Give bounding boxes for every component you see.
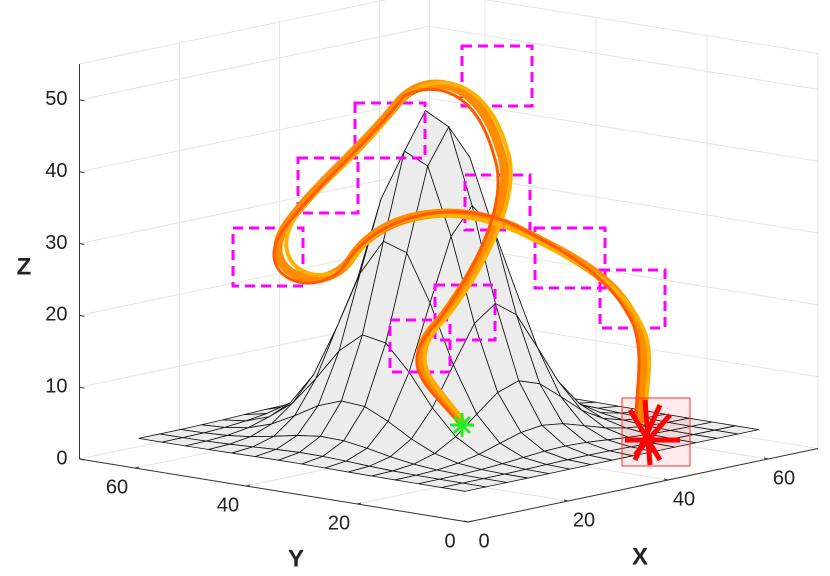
x-axis [467,448,819,523]
waypoint-box [353,101,427,160]
trajectory [272,87,641,424]
z-tick [79,314,85,317]
grid-line [429,25,819,90]
wall-edge [79,0,387,65]
x-tick-label: 40 [673,488,695,510]
x-tick-label: 0 [478,530,489,552]
y-tick-label: 0 [444,530,455,552]
y-tick-label: 40 [217,494,239,516]
z-tick-label: 10 [45,375,67,397]
grid-line [79,169,430,245]
waypoint-box [460,44,534,108]
z-tick-label: 0 [56,447,67,469]
z-tick-label: 50 [45,88,67,110]
y-axis [79,458,469,523]
grid-line [429,169,819,234]
waypoint-box [231,226,305,288]
waypoint-box [433,283,497,342]
waypoint-box [598,268,667,330]
x-axis-label: X [632,543,648,570]
wall-edge [484,0,819,54]
x-tick-label: 20 [573,509,595,531]
x-tick-label: 60 [773,467,795,489]
mesh-cell [441,482,487,492]
start-marker [450,413,474,437]
grid-line [79,25,430,101]
z-tick-label: 30 [45,232,67,254]
y-tick-label: 20 [328,512,350,534]
z-tick-label: 20 [45,304,67,326]
z-tick-label: 40 [45,160,67,182]
z-tick [79,99,85,102]
y-tick-label: 60 [106,476,128,498]
z-tick [79,243,85,246]
y-axis-label: Y [288,545,304,572]
grid-line [79,97,430,173]
z-axis-label: Z [17,253,32,280]
z-tick [79,386,85,389]
grid-line [429,97,819,162]
waypoint-box [533,226,607,290]
waypoint-box [388,318,452,374]
waypoint-box [296,156,360,215]
target-cluster [625,399,680,466]
z-tick [79,171,85,174]
axes: 0 20 40 60 0 20 40 60 0 10 20 30 40 50 [45,64,819,552]
trajectories [231,44,691,467]
